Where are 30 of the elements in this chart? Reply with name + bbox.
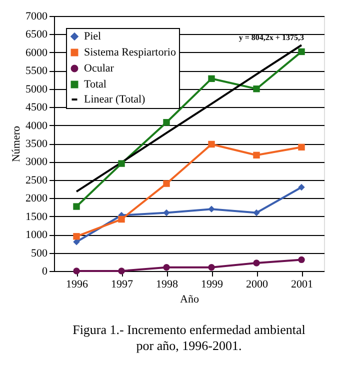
y-tick-label: 6000 [26,46,48,59]
text: Figura 1.- Incremento enfermedad ambiental por año, 1996-2001. [72,322,306,353]
y-tick-label: 2500 [26,174,48,186]
y-tick-label: 500 [31,247,48,260]
legend-label: Linear (Total) [84,94,146,106]
y-tick-label: 4000 [26,120,48,132]
y-tick-label: 6500 [26,28,48,41]
legend-label: Sistema Respiartorio [84,46,176,58]
y-tick-label: 0 [42,266,48,278]
x-tick-label: 1999 [201,278,224,290]
y-tick-label: 2000 [26,192,48,205]
y-tick-label: 3500 [26,138,48,150]
y-tick-label: 1000 [26,229,48,242]
y-tick-label: 5000 [26,83,48,96]
legend-label: Total [84,78,106,90]
x-tick-label: 1996 [66,278,88,290]
x-axis-title: Año [180,294,200,306]
x-tick-label: 2000 [246,278,268,290]
legend-label: Ocular [84,62,114,74]
y-tick-label: 7000 [26,10,48,22]
y-axis-title: Número [10,125,22,162]
legend-label: Piel [84,30,102,42]
y-tick-label: 4500 [26,102,48,114]
y-tick-label: 3000 [26,156,48,168]
y-tick-label: 1500 [26,210,48,223]
annotation: y = 804,2x + 1375,3 [238,33,304,42]
y-tick-label: 5500 [26,65,48,78]
x-tick-label: 1998 [156,278,178,290]
x-tick-label: 1997 [111,278,134,290]
x-tick-label: 2001 [291,278,313,290]
